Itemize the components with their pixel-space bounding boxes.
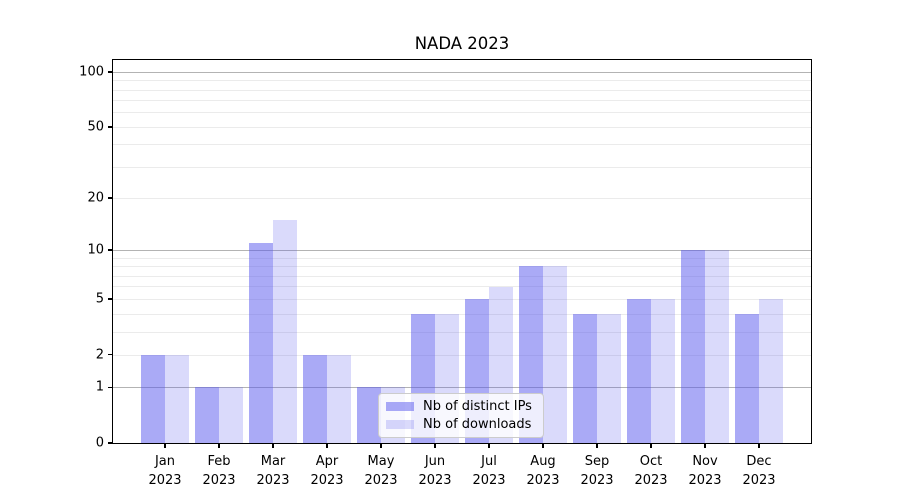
y-tick	[108, 126, 113, 128]
x-tick-label: Nov 2023	[688, 454, 722, 488]
gridline-minor	[113, 100, 811, 102]
bar-feb-s0	[195, 387, 219, 443]
gridline-minor	[113, 198, 811, 200]
bar-apr-s0	[303, 354, 327, 443]
legend-swatch-distinct-ips	[386, 401, 414, 412]
bar-dec-s1	[759, 298, 783, 443]
chart-title: NADA 2023	[414, 34, 510, 53]
bar-mar-s0	[249, 243, 273, 443]
bar-feb-s1	[219, 387, 243, 443]
gridline-minor	[113, 144, 811, 146]
y-tick-label: 2	[95, 347, 104, 363]
bar-nov-s0	[681, 250, 705, 443]
gridline-minor	[113, 257, 811, 259]
bar-jan-s1	[165, 354, 189, 443]
gridline-minor	[113, 298, 811, 300]
gridline-minor	[113, 286, 811, 288]
bar-sep-s1	[597, 313, 621, 443]
y-tick	[108, 249, 113, 251]
y-tick	[108, 442, 113, 444]
x-tick	[164, 443, 166, 448]
x-tick	[326, 443, 328, 448]
legend-label-downloads: Nb of downloads	[423, 417, 532, 432]
legend-label-distinct-ips: Nb of distinct IPs	[423, 399, 532, 414]
legend-entry-downloads: Nb of downloads	[386, 417, 537, 432]
gridline-minor	[113, 166, 811, 168]
bar-dec-s0	[735, 313, 759, 443]
x-tick	[488, 443, 490, 448]
gridline-minor	[113, 80, 811, 82]
bar-may-s0	[357, 387, 381, 443]
x-tick-label: Dec 2023	[742, 454, 776, 488]
x-tick-label: Jul 2023	[472, 454, 506, 488]
x-tick-label: Apr 2023	[310, 454, 344, 488]
gridline-major	[113, 250, 811, 252]
y-tick	[108, 353, 113, 356]
x-tick-label: Sep 2023	[580, 454, 614, 488]
bar-nov-s1	[705, 250, 729, 443]
bar-mar-s1	[273, 220, 297, 443]
legend-swatch-downloads	[386, 419, 414, 430]
y-tick-label: 50	[87, 119, 104, 135]
x-tick	[704, 443, 706, 448]
y-tick-label: 1	[95, 379, 104, 395]
gridline-major	[113, 71, 811, 73]
bar-jan-s0	[141, 354, 165, 443]
x-tick	[272, 443, 274, 448]
bar-oct-s1	[651, 298, 675, 443]
y-tick	[108, 71, 113, 73]
gridline-minor	[113, 354, 811, 356]
y-tick-label: 0	[95, 435, 104, 451]
bar-apr-s1	[327, 354, 351, 443]
x-tick-label: Jan 2023	[148, 454, 182, 488]
x-tick-label: Mar 2023	[256, 454, 290, 488]
x-tick	[758, 443, 760, 448]
x-tick	[650, 443, 652, 448]
x-tick-label: Feb 2023	[202, 454, 236, 488]
x-tick	[434, 443, 436, 448]
gridline-minor	[113, 275, 811, 277]
y-tick	[108, 386, 113, 388]
x-tick	[542, 443, 544, 448]
x-tick-label: Oct 2023	[634, 454, 668, 488]
y-tick	[108, 298, 113, 300]
gridline-minor	[113, 112, 811, 114]
gridline-minor	[113, 126, 811, 128]
y-tick-label: 100	[79, 64, 104, 80]
y-tick-label: 5	[95, 291, 104, 307]
y-tick	[108, 197, 113, 199]
gridline-minor	[113, 266, 811, 268]
gridline-minor	[113, 313, 811, 315]
bar-sep-s0	[573, 313, 597, 443]
y-tick-label: 20	[87, 190, 104, 206]
x-tick	[596, 443, 598, 448]
bar-oct-s0	[627, 298, 651, 443]
gridline-minor	[113, 331, 811, 333]
bar-aug-s1	[543, 266, 567, 443]
x-tick	[218, 443, 220, 448]
x-tick-label: May 2023	[364, 454, 398, 488]
x-tick-label: Aug 2023	[526, 454, 560, 488]
gridline-minor	[113, 89, 811, 91]
plot-area	[112, 59, 812, 444]
y-tick-label: 10	[87, 242, 104, 258]
gridline-major	[113, 387, 811, 389]
x-tick	[380, 443, 382, 448]
x-tick-label: Jun 2023	[418, 454, 452, 488]
legend-entry-distinct-ips: Nb of distinct IPs	[386, 399, 537, 414]
legend: Nb of distinct IPs Nb of downloads	[378, 393, 544, 438]
